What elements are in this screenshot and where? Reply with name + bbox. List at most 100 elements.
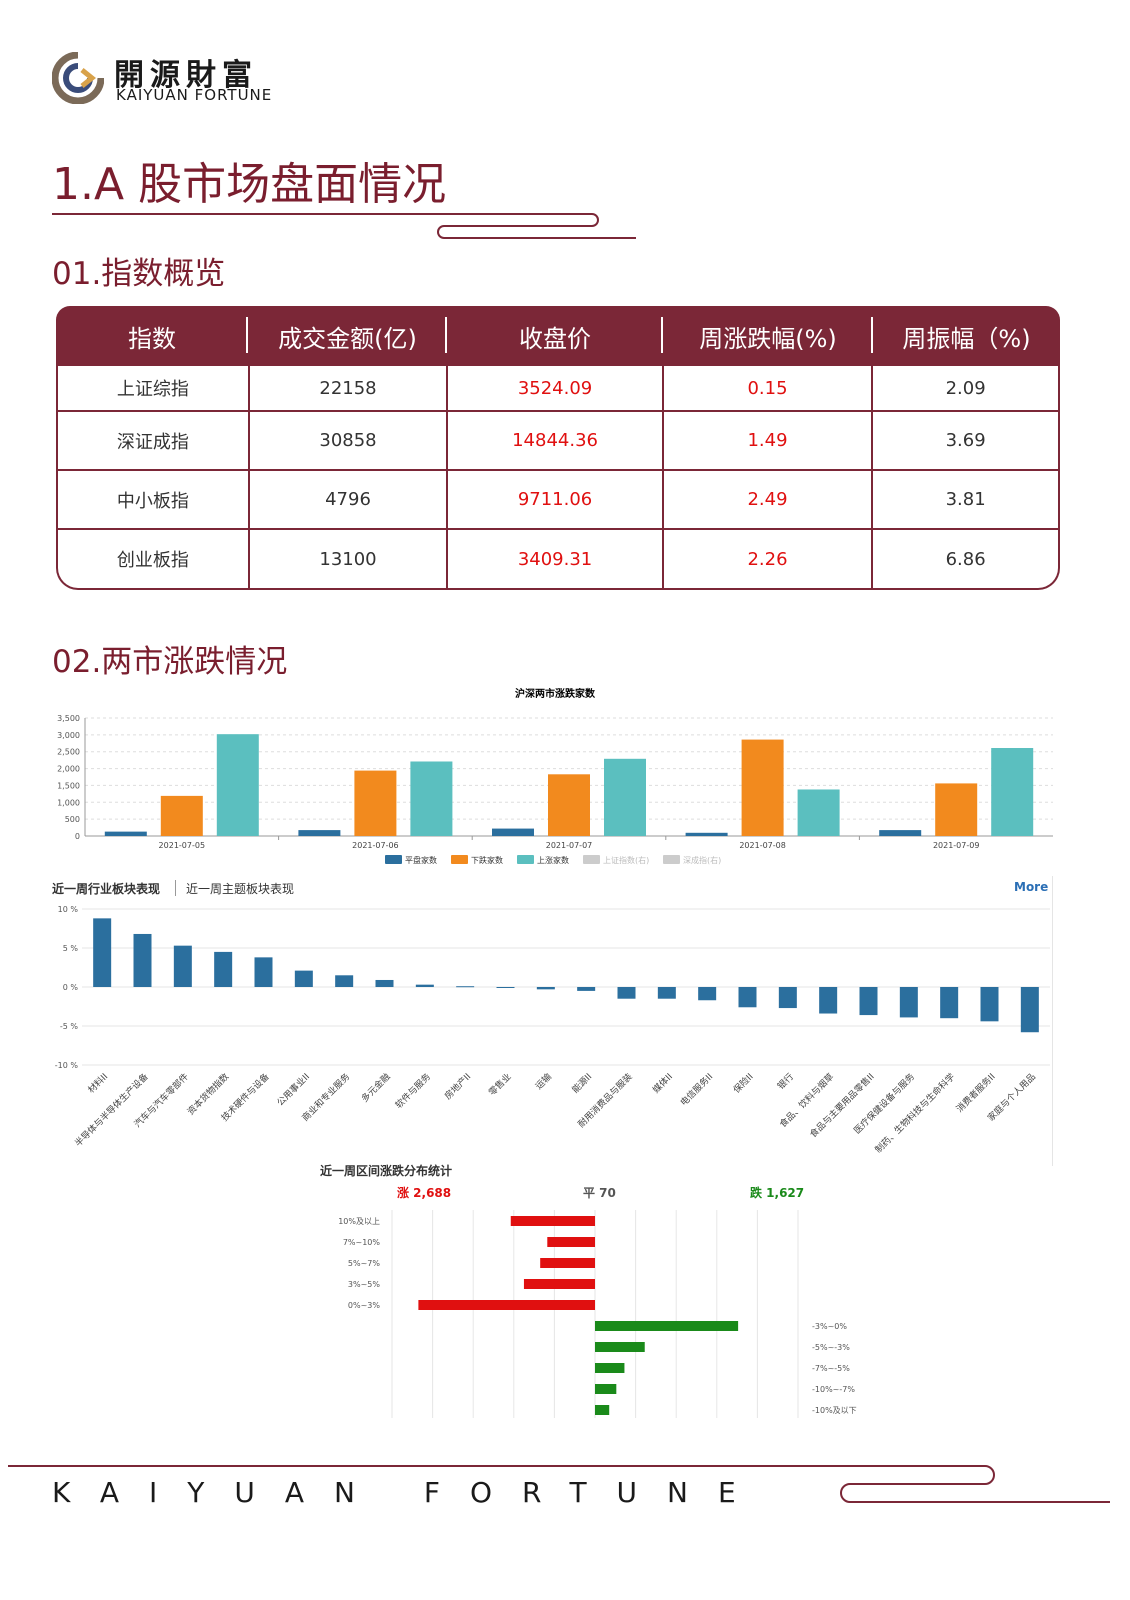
down-summary: 跌 1,627 bbox=[750, 1185, 804, 1200]
sector-bar bbox=[698, 987, 717, 1001]
x-tick-label: 材料II bbox=[85, 1071, 110, 1096]
x-tick-label: 半导体与半导体生产设备 bbox=[72, 1071, 150, 1150]
bar-平盘家数 bbox=[298, 830, 341, 836]
sector-bar bbox=[214, 951, 233, 987]
table-header: 指数 成交金额(亿) 收盘价 周涨跌幅(%) 周振幅（%) bbox=[56, 306, 1060, 366]
y-tick-label: 3,000 bbox=[57, 731, 80, 740]
x-tick-label: 制药、生物科技与生命科学 bbox=[872, 1071, 957, 1156]
advance-decline-count-chart: 沪深两市涨跌家数 0 500 1,000 1,500 2,000 2,500 3,000 3,… bbox=[57, 687, 1053, 865]
sector-performance-chart: 10 %5 %0 %-5 %-10 % 材料II半导体与半导体生产设备汽车与汽车… bbox=[55, 905, 1050, 1156]
legend-swatch bbox=[451, 855, 468, 864]
close-price: 9711.06 bbox=[448, 471, 664, 528]
bar-下跌家数 bbox=[548, 774, 590, 836]
bar-平盘家数 bbox=[104, 831, 147, 836]
legend-swatch bbox=[385, 855, 402, 864]
index-name: 上证综指 bbox=[58, 366, 250, 410]
sector-bar bbox=[859, 987, 878, 1016]
up-range-label: 0%~3% bbox=[348, 1301, 380, 1310]
x-tick-label: 消费者服务II bbox=[954, 1071, 998, 1115]
sector-bar bbox=[93, 918, 112, 987]
legend-label: 深成指(右) bbox=[683, 855, 721, 865]
index-table: 指数 成交金额(亿) 收盘价 周涨跌幅(%) 周振幅（%) 上证综指 22158… bbox=[56, 306, 1060, 590]
up-range-bar bbox=[418, 1300, 595, 1310]
y-tick-label: 5 % bbox=[63, 944, 79, 953]
down-range-label: -7%~-5% bbox=[812, 1364, 850, 1373]
up-range-bar bbox=[523, 1279, 595, 1289]
down-range-bar bbox=[595, 1405, 610, 1415]
y-tick-label: 2,500 bbox=[57, 748, 80, 757]
weekly-amplitude: 3.69 bbox=[945, 430, 986, 451]
legend-label: 平盘家数 bbox=[405, 855, 437, 865]
x-tick-label: 公用事业II bbox=[274, 1071, 312, 1109]
bar-上涨家数 bbox=[410, 761, 453, 836]
weekly-change: 1.49 bbox=[664, 412, 874, 469]
header-cell: 周涨跌幅(%) bbox=[661, 316, 873, 354]
bar-平盘家数 bbox=[879, 830, 922, 836]
title-underline-decoration bbox=[52, 213, 636, 239]
sector-bar bbox=[940, 987, 959, 1019]
up-range-label: 7%~10% bbox=[343, 1238, 381, 1247]
x-tick-label: 房地产II bbox=[442, 1071, 473, 1102]
brand-logo-icon bbox=[52, 52, 104, 104]
sector-bar bbox=[536, 987, 555, 990]
x-tick-label: 能源II bbox=[569, 1071, 594, 1096]
sector-bar bbox=[254, 957, 273, 987]
y-tick-label: -5 % bbox=[60, 1022, 79, 1031]
x-tick-label: 媒体II bbox=[650, 1071, 675, 1096]
x-tick-label: 2021-07-06 bbox=[352, 841, 399, 850]
bar-下跌家数 bbox=[160, 795, 203, 836]
up-summary: 涨 2,688 bbox=[397, 1185, 451, 1200]
chart-title: 近一周区间涨跌分布统计 bbox=[320, 1163, 452, 1178]
close-price: 3409.31 bbox=[448, 530, 664, 588]
sector-bar bbox=[738, 987, 757, 1008]
close-price: 14844.36 bbox=[448, 412, 664, 469]
bar-上涨家数 bbox=[216, 734, 259, 836]
table-row: 上证综指 22158 3524.09 0.15 2.09 bbox=[58, 366, 1058, 412]
tab-theme-sectors[interactable]: 近一周主题板块表现 bbox=[186, 882, 295, 896]
y-tick-label: 2,000 bbox=[57, 765, 80, 774]
up-range-bar bbox=[540, 1258, 595, 1268]
down-range-label: -10%及以下 bbox=[812, 1406, 857, 1415]
x-tick-label: 运输 bbox=[533, 1071, 554, 1092]
down-range-bar bbox=[595, 1321, 739, 1331]
x-tick-label: 电信服务II bbox=[678, 1071, 716, 1109]
section-title-index-overview: 01.指数概览 bbox=[52, 256, 226, 292]
tab-industry-sectors[interactable]: 近一周行业板块表现 bbox=[52, 882, 161, 896]
x-tick-label: 2021-07-08 bbox=[739, 841, 786, 850]
bar-上涨家数 bbox=[991, 748, 1034, 836]
footer-brand-text: KAIYUAN FORTUNE bbox=[52, 1476, 766, 1509]
sector-bar bbox=[375, 979, 394, 987]
down-range-bar bbox=[595, 1384, 617, 1394]
legend-swatch bbox=[517, 855, 534, 864]
weekly-change: 2.26 bbox=[664, 530, 874, 588]
sector-bar bbox=[496, 987, 515, 988]
y-tick-label: 3,500 bbox=[57, 714, 80, 723]
sector-bar bbox=[173, 945, 192, 987]
bar-上涨家数 bbox=[604, 758, 646, 836]
legend-label: 下跌家数 bbox=[471, 855, 503, 865]
y-tick-label: -10 % bbox=[55, 1061, 79, 1070]
y-tick-label: 0 % bbox=[63, 983, 79, 992]
chart-title: 沪深两市涨跌家数 bbox=[515, 687, 596, 700]
up-range-bar bbox=[547, 1237, 595, 1247]
table-row: 深证成指 30858 14844.36 1.49 3.69 bbox=[58, 412, 1058, 471]
weekly-amplitude: 2.09 bbox=[945, 377, 986, 399]
more-link[interactable]: More bbox=[1014, 880, 1049, 894]
sector-bar bbox=[980, 987, 999, 1022]
range-distribution-chart: 近一周区间涨跌分布统计 涨 2,688 平 70 跌 1,627 10%及以上 7… bbox=[320, 1163, 857, 1418]
y-tick-label: 500 bbox=[65, 815, 80, 824]
down-range-bar bbox=[595, 1342, 645, 1352]
down-range-bar bbox=[595, 1363, 625, 1373]
flat-summary: 平 70 bbox=[583, 1186, 616, 1200]
turnover: 4796 bbox=[250, 471, 449, 528]
sector-bar bbox=[657, 987, 676, 999]
sector-bar bbox=[456, 986, 475, 988]
turnover: 13100 bbox=[250, 530, 449, 588]
down-range-label: -10%~-7% bbox=[812, 1385, 855, 1394]
header-cell: 成交金额(亿) bbox=[246, 316, 447, 354]
up-range-bar bbox=[510, 1216, 595, 1226]
up-range-label: 5%~7% bbox=[348, 1259, 380, 1268]
legend-swatch bbox=[583, 855, 600, 864]
weekly-change: 2.49 bbox=[664, 471, 874, 528]
sector-bar bbox=[415, 984, 434, 987]
